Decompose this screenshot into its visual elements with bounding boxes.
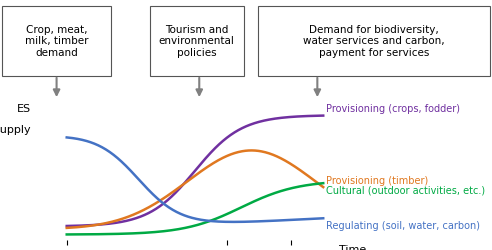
Text: Crop, meat,
milk, timber
demand: Crop, meat, milk, timber demand	[25, 25, 89, 58]
Text: Cultural (outdoor activities, etc.): Cultural (outdoor activities, etc.)	[326, 186, 486, 196]
Text: Provisioning (crops, fodder): Provisioning (crops, fodder)	[326, 104, 461, 114]
Text: Provisioning (timber): Provisioning (timber)	[326, 176, 429, 186]
Text: supply: supply	[0, 125, 31, 135]
Text: Tourism and
environmental
policies: Tourism and environmental policies	[159, 25, 235, 58]
Text: Regulating (soil, water, carbon): Regulating (soil, water, carbon)	[326, 221, 480, 231]
Text: Time: Time	[339, 246, 367, 250]
Text: ES: ES	[17, 104, 31, 114]
Text: Demand for biodiversity,
water services and carbon,
payment for services: Demand for biodiversity, water services …	[303, 25, 445, 58]
